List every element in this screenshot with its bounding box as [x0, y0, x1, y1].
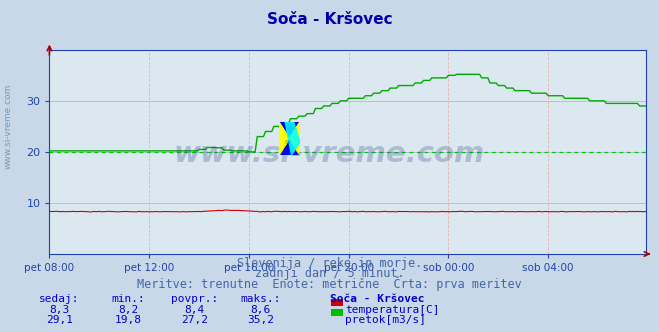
Text: 8,6: 8,6 — [250, 305, 270, 315]
Text: 35,2: 35,2 — [247, 315, 273, 325]
Text: Soča - Kršovec: Soča - Kršovec — [267, 12, 392, 27]
Text: 19,8: 19,8 — [115, 315, 142, 325]
Text: Soča - Kršovec: Soča - Kršovec — [330, 294, 424, 304]
Polygon shape — [285, 122, 300, 155]
Text: 8,3: 8,3 — [49, 305, 69, 315]
Polygon shape — [289, 122, 300, 155]
Text: zadnji dan / 5 minut.: zadnji dan / 5 minut. — [254, 267, 405, 280]
Text: 8,2: 8,2 — [119, 305, 138, 315]
Polygon shape — [289, 122, 300, 155]
Text: 27,2: 27,2 — [181, 315, 208, 325]
Text: pretok[m3/s]: pretok[m3/s] — [345, 315, 426, 325]
Text: temperatura[C]: temperatura[C] — [345, 305, 440, 315]
Text: povpr.:: povpr.: — [171, 294, 218, 304]
Text: Meritve: trenutne  Enote: metrične  Črta: prva meritev: Meritve: trenutne Enote: metrične Črta: … — [137, 276, 522, 291]
Polygon shape — [279, 122, 289, 155]
Text: www.si-vreme.com: www.si-vreme.com — [3, 83, 13, 169]
Text: Slovenija / reke in morje.: Slovenija / reke in morje. — [237, 257, 422, 270]
Polygon shape — [279, 122, 300, 155]
Text: 8,4: 8,4 — [185, 305, 204, 315]
Polygon shape — [279, 122, 289, 155]
Text: 29,1: 29,1 — [46, 315, 72, 325]
Text: sedaj:: sedaj: — [39, 294, 80, 304]
Text: maks.:: maks.: — [240, 294, 281, 304]
Text: www.si-vreme.com: www.si-vreme.com — [174, 140, 485, 168]
Text: min.:: min.: — [111, 294, 146, 304]
